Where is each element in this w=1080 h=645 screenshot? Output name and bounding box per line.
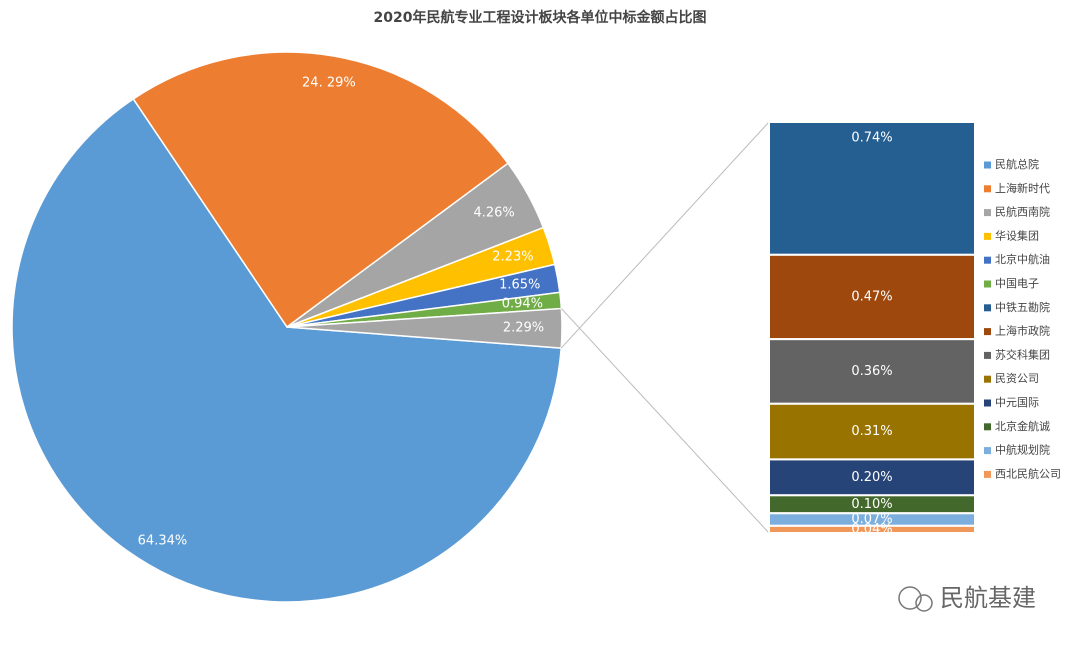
- pie-slice: [11, 97, 562, 603]
- bar-label: 0.07%: [851, 512, 892, 527]
- legend-label: 中国电子: [995, 277, 1039, 290]
- slice-label: 1.65%: [499, 278, 540, 293]
- legend-label: 西北民航公司: [995, 466, 1061, 480]
- legend-label: 民航西南院: [995, 205, 1050, 219]
- legend-swatch: [984, 399, 991, 407]
- slice-label: 4.26%: [473, 205, 514, 220]
- legend-label: 中航规划院: [995, 443, 1050, 457]
- bar-segment: [768, 458, 976, 497]
- legend-label: 北京中航油: [995, 252, 1050, 266]
- legend-swatch: [984, 256, 991, 264]
- bar-label: 0.47%: [851, 289, 892, 304]
- legend-swatch: [984, 280, 991, 288]
- connector: [560, 121, 770, 349]
- legend-label: 中铁五勘院: [995, 300, 1050, 314]
- legend-swatch: [984, 185, 991, 193]
- bar-label: 0.31%: [851, 424, 892, 439]
- connector: [561, 308, 770, 534]
- bar-segment: [768, 253, 976, 341]
- legend-swatch: [984, 232, 991, 240]
- slice-label: 24. 29%: [302, 76, 356, 91]
- bar-label: 0.74%: [851, 131, 892, 146]
- legend-label: 北京金航诚: [995, 419, 1050, 433]
- bar-label: 0.36%: [851, 364, 892, 379]
- legend-label: 民航总院: [995, 157, 1039, 171]
- bar-segment: [768, 524, 976, 535]
- legend-swatch: [984, 423, 991, 431]
- legend-swatch: [984, 375, 991, 383]
- slice-label: 2.29%: [503, 321, 544, 336]
- chart-title: 2020年民航专业工程设计板块各单位中标金额占比图: [374, 9, 707, 26]
- watermark-icon: [898, 586, 933, 612]
- slice-label: 2.23%: [492, 250, 533, 265]
- legend-swatch: [984, 351, 991, 359]
- legend-label: 上海新时代: [995, 181, 1050, 195]
- legend-swatch: [984, 328, 991, 336]
- bar-label: 0.10%: [851, 497, 892, 512]
- legend-swatch: [984, 304, 991, 312]
- legend-swatch: [984, 209, 991, 217]
- legend-swatch: [984, 161, 991, 169]
- legend-label: 上海市政院: [995, 324, 1050, 338]
- pie-slice: [132, 51, 510, 329]
- bar-segment: [768, 402, 976, 461]
- bar-segment: [768, 338, 976, 405]
- bar-label: 0.20%: [851, 470, 892, 485]
- legend-label: 民资公司: [995, 372, 1039, 385]
- legend-swatch: [984, 470, 991, 478]
- legend-label: 中元国际: [995, 396, 1039, 409]
- legend-swatch: [984, 447, 991, 455]
- legend-label: 华设集团: [995, 228, 1039, 242]
- watermark: 民航基建: [940, 584, 1036, 612]
- legend-label: 苏交科集团: [995, 347, 1050, 361]
- slice-label: 64.34%: [138, 533, 188, 548]
- bar-label: 0.04%: [851, 522, 892, 537]
- bar-segment: [768, 121, 976, 256]
- slice-label: 0.94%: [502, 297, 543, 312]
